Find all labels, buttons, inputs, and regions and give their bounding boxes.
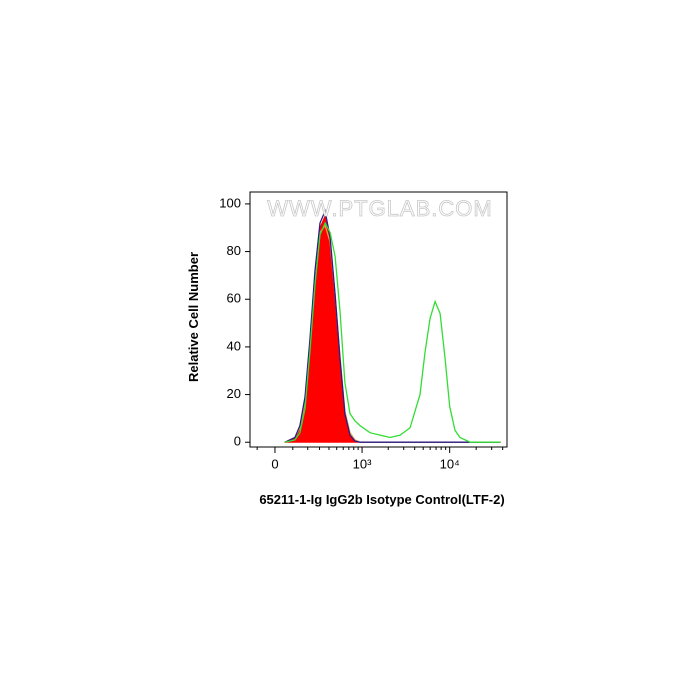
y-tick-label: 20 (227, 386, 241, 401)
x-tick-label: 10³ (353, 456, 372, 471)
x-tick-label: 10⁴ (440, 456, 460, 471)
y-axis-label: Relative Cell Number (186, 252, 201, 382)
histogram-line (284, 208, 501, 443)
y-tick-label: 0 (234, 434, 241, 449)
y-tick-label: 100 (219, 195, 241, 210)
plot-frame (249, 191, 508, 448)
histogram-line (284, 221, 501, 443)
x-axis-label: 65211-1-Ig IgG2b Isotype Control(LTF-2) (259, 492, 504, 507)
watermark: WWW.PTGLAB.COM (267, 196, 492, 221)
x-tick-label: 0 (271, 456, 278, 471)
y-tick-label: 40 (227, 338, 241, 353)
y-tick-label: 60 (227, 291, 241, 306)
y-tick-label: 80 (227, 243, 241, 258)
